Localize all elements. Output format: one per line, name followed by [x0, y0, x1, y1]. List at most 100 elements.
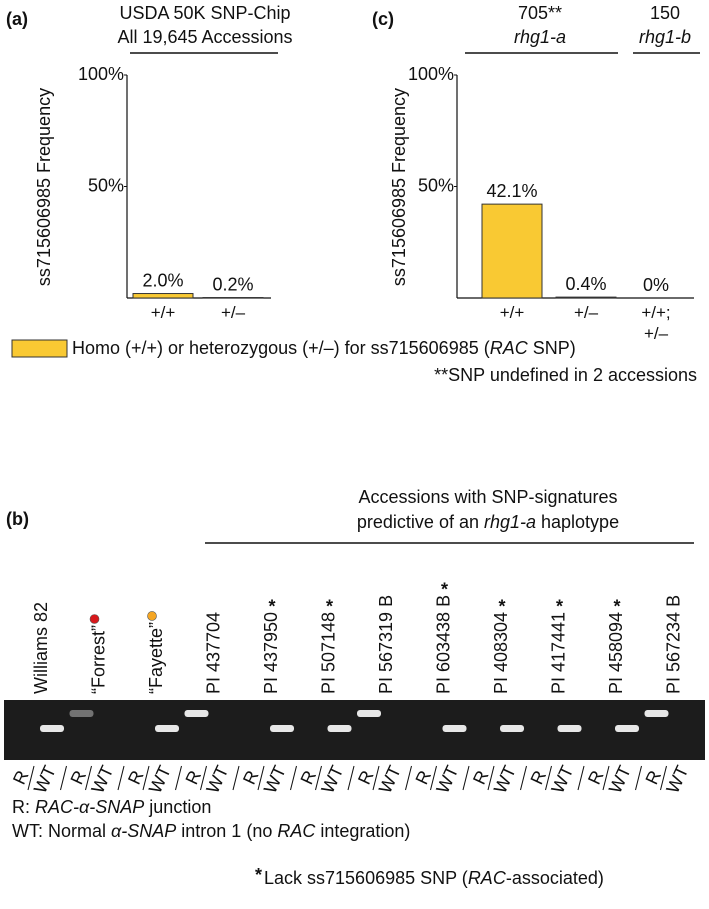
group-count: 705**: [518, 3, 562, 23]
gel-band: [558, 725, 582, 732]
lane-divider: [176, 766, 182, 790]
lane-type: WT: [145, 763, 175, 797]
lane-divider: [348, 766, 354, 790]
x-tick-label: +/–: [198, 302, 268, 323]
legend-text-part: RAC: [490, 338, 529, 358]
value-label: 0%: [643, 275, 669, 295]
lane-name: PI 458094: [606, 612, 626, 694]
panel-label: (c): [372, 9, 394, 29]
lane-type: WT: [547, 763, 577, 797]
y-tick-label: 50%: [88, 175, 124, 195]
chart-title: USDA 50K SNP-Chip: [119, 3, 290, 23]
lane-name: Williams 82: [31, 602, 51, 694]
group-name: rhg1-b: [639, 27, 691, 47]
gel-key-part: intron 1 (no: [176, 821, 277, 841]
cultivar-dot: [148, 611, 157, 620]
lane-type: WT: [30, 763, 60, 797]
lane-divider: [463, 766, 469, 790]
lane-divider: [233, 766, 239, 790]
gel-heading: Accessions with SNP-signatures: [358, 487, 617, 507]
x-tick-wrap: +/+; +/–: [621, 302, 691, 350]
star: *: [441, 580, 448, 600]
gel-heading-part: haplotype: [536, 512, 619, 532]
star: *: [326, 597, 333, 617]
gel-band: [357, 710, 381, 717]
x-tick-label: +/+; +/–: [621, 302, 691, 344]
value-label: 0.4%: [565, 274, 606, 294]
lane-type: WT: [375, 763, 405, 797]
gel-key-part: RAC: [277, 821, 316, 841]
gel-key: WT: Normal α-SNAP intron 1 (no RAC integ…: [12, 821, 410, 841]
y-axis-label: ss715606985 Frequency: [34, 88, 54, 286]
gel-key-part: RAC-α-SNAP: [35, 797, 144, 817]
lane-type: WT: [662, 763, 692, 797]
group-name: rhg1-a: [514, 27, 566, 47]
star-note-part: Lack ss715606985 SNP (: [264, 868, 468, 888]
value-label: 0.2%: [212, 274, 253, 294]
group-count: 150: [650, 3, 680, 23]
lane-name: PI 567319 B: [376, 595, 396, 694]
lane-divider: [521, 766, 527, 790]
gel-band: [40, 725, 64, 732]
lane-name: PI 408304: [491, 612, 511, 694]
cultivar-dot: [90, 615, 99, 624]
gel-key-part: α-SNAP: [111, 821, 176, 841]
x-tick-label: +/+: [477, 302, 547, 323]
star-note-part: -associated): [506, 868, 604, 888]
gel-key-part: WT: Normal: [12, 821, 111, 841]
lane-divider: [61, 766, 67, 790]
panel-label: (b): [6, 509, 29, 529]
lane-type: WT: [260, 763, 290, 797]
lane-name: PI 507148: [318, 612, 338, 694]
lane-name: PI 567234 B: [663, 595, 683, 694]
gel-key: R: RAC-α-SNAP junction: [12, 797, 211, 817]
y-tick-label: 50%: [418, 175, 454, 195]
star: *: [556, 597, 563, 617]
lane-name: PI 437704: [203, 612, 223, 694]
value-label: 2.0%: [142, 270, 183, 290]
gel-image: [4, 700, 705, 760]
lane-name: “Forrest”: [88, 625, 108, 694]
lane-divider: [578, 766, 584, 790]
gel-band: [645, 710, 669, 717]
y-tick-label: 100%: [78, 64, 124, 84]
lane-type: WT: [432, 763, 462, 797]
lane-type: WT: [317, 763, 347, 797]
lane-type: WT: [490, 763, 520, 797]
gel-band: [443, 725, 467, 732]
star: *: [498, 597, 505, 617]
star-note: Lack ss715606985 SNP (RAC-associated): [264, 868, 604, 888]
lane-divider: [118, 766, 124, 790]
legend-text: Homo (+/+) or heterozygous (+/–) for ss7…: [72, 338, 576, 358]
legend-text-part: SNP): [528, 338, 576, 358]
gel-heading-part: rhg1-a: [484, 512, 536, 532]
gel-band: [328, 725, 352, 732]
gel-band: [270, 725, 294, 732]
gel-band: [185, 710, 209, 717]
chart-title: All 19,645 Accessions: [117, 27, 292, 47]
bar: [482, 204, 542, 298]
y-axis-label: ss715606985 Frequency: [389, 88, 409, 286]
bar: [556, 297, 616, 298]
star: *: [268, 597, 275, 617]
gel-band: [70, 710, 94, 717]
x-tick-label: +/+: [128, 302, 198, 323]
lane-divider: [636, 766, 642, 790]
gel-heading: predictive of an rhg1-a haplotype: [357, 512, 619, 532]
lane-name: PI 417441: [548, 612, 568, 694]
star: *: [255, 865, 262, 885]
lane-type: WT: [87, 763, 117, 797]
footnote: **SNP undefined in 2 accessions: [434, 365, 697, 385]
lane-divider: [406, 766, 412, 790]
bar: [133, 294, 193, 298]
gel-key-part: integration): [315, 821, 410, 841]
star-note-part: RAC: [468, 868, 507, 888]
lane-name: PI 437950: [261, 612, 281, 694]
lane-name: PI 603438 B: [433, 595, 453, 694]
lane-type: WT: [605, 763, 635, 797]
lane-name: “Fayette”: [146, 622, 166, 694]
gel-key-part: R:: [12, 797, 35, 817]
lane-divider: [291, 766, 297, 790]
panel-label: (a): [6, 9, 28, 29]
